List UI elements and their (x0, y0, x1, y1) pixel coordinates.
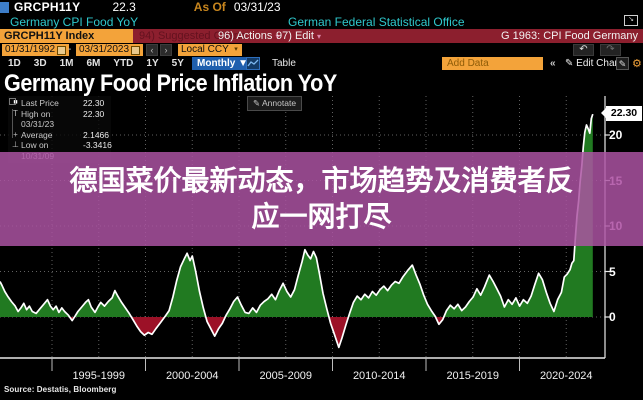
chart-type-icon[interactable] (246, 57, 260, 70)
ticker-input[interactable]: GRCPH11Y Index (0, 29, 133, 43)
legend-value: 22.30 (83, 108, 105, 119)
actions-label: 96) Actions (218, 30, 273, 42)
security-type-icon (0, 2, 9, 13)
add-data-input[interactable]: Add Data (442, 57, 543, 70)
as-of-label: As Of (193, 0, 226, 14)
table-button[interactable]: Table (272, 58, 296, 69)
legend-marker-icon: + (13, 129, 18, 139)
legend-marker-icon: T (13, 108, 18, 118)
chart-toolbar: 1D3D1M6MYTD1Y5YMax Monthly ▼ Table Add D… (0, 57, 643, 71)
redo-icon[interactable]: ↷ (600, 44, 621, 56)
legend-row: T High on 03/31/23 22.30 (10, 109, 108, 130)
collapse-panel-button[interactable]: « (550, 58, 556, 69)
y-axis-tick-label: 20 (609, 128, 623, 142)
range-button-5y[interactable]: 5Y (171, 58, 184, 69)
legend-value: 2.1466 (83, 129, 109, 140)
gear-icon[interactable]: ⚙ (632, 58, 642, 70)
launchpad-monitor-icon[interactable]: ↘ (624, 15, 638, 26)
start-date-value: 01/31/1992 (5, 44, 56, 55)
y-axis-tick-label: 0 (609, 310, 616, 324)
currency-value: Local CCY (181, 44, 229, 55)
legend-label: Last Price (21, 98, 59, 108)
range-button-group: 1D3D1M6MYTD1Y5YMax (8, 58, 216, 69)
frequency-select[interactable]: Monthly ▼ (192, 57, 254, 70)
as-of-date: 03/31/23 (233, 0, 281, 14)
range-button-6m[interactable]: 6M (86, 58, 101, 69)
shift-range-forward-button[interactable]: › (160, 44, 172, 56)
chart-id-label: G 1963: CPI Food Germany (501, 30, 638, 42)
suggested-charts-button[interactable]: 94) Suggested Charts (139, 30, 247, 42)
x-axis-tick-label: 2000-2004 (165, 370, 219, 382)
x-axis-tick-label: 2015-2019 (446, 370, 500, 382)
end-date-value: 03/31/2023 (79, 44, 130, 55)
legend-label: High on 03/31/23 (21, 108, 55, 130)
legend-collapse-icon[interactable] (9, 98, 16, 105)
actions-menu-button[interactable]: 96) Actions ▾ (218, 30, 280, 42)
legend-row: + Average 2.1466 (10, 129, 109, 141)
date-range-bar: 01/31/1992 - 03/31/2023 ‹ › Local CCY ▾ … (0, 44, 643, 57)
legend-value: -3.3416 (83, 140, 112, 150)
x-axis-tick-label: 1995-1999 (72, 370, 126, 382)
chevron-down-icon: ▾ (316, 32, 321, 41)
data-source-org: German Federal Statistical Office (288, 15, 465, 29)
calendar-icon[interactable] (131, 45, 141, 55)
security-description: Germany CPI Food YoY (10, 15, 139, 29)
range-button-1m[interactable]: 1M (59, 58, 74, 69)
headline-overlay: 德国菜价最新动态，市场趋势及消费者反 应一网打尽 (0, 152, 643, 246)
legend-marker-icon: ⊥ (12, 140, 19, 149)
chart-legend[interactable]: ■ Last Price 22.30 T High on 03/31/23 22.30 + A… (8, 96, 112, 163)
legend-value: 22.30 (83, 98, 105, 108)
start-date-input[interactable]: 01/31/1992 (2, 44, 69, 56)
range-button-1d[interactable]: 1D (8, 58, 21, 69)
x-axis-tick-label: 2020-2024 (539, 370, 593, 382)
last-price-tag: 22.30 (601, 106, 642, 121)
shift-range-back-button[interactable]: ‹ (146, 44, 158, 56)
chart-title: Germany Food Price Inflation YoY (4, 70, 337, 97)
edit-menu-button[interactable]: 97) Edit ▾ (276, 30, 321, 42)
legend-tree-line (12, 109, 13, 138)
headline-line-1: 德国菜价最新动态，市场趋势及消费者反 (69, 165, 574, 196)
range-button-3d[interactable]: 3D (33, 58, 47, 69)
range-button-ytd[interactable]: YTD (113, 58, 134, 69)
currency-dropdown-caret[interactable]: ▾ (230, 44, 242, 56)
x-axis-tick-label: 2005-2009 (259, 370, 313, 382)
security-header-row: GRCPH11Y 22.3 As Of 03/31/23 (0, 0, 643, 14)
y-axis-tick-label: 5 (609, 264, 616, 279)
edit-chart-button[interactable]: ✎ Edit Chart (565, 58, 621, 69)
calendar-icon[interactable] (57, 45, 67, 55)
date-separator: - (68, 44, 72, 55)
currency-select[interactable]: Local CCY (178, 44, 233, 56)
security-description-row: Germany CPI Food YoY German Federal Stat… (0, 14, 643, 29)
legend-label: Average (21, 129, 53, 140)
security-last-value: 22.3 (112, 0, 136, 14)
edit-label: 97) Edit (276, 30, 314, 42)
security-ticker: GRCPH11Y (14, 0, 81, 14)
range-button-1y[interactable]: 1Y (146, 58, 159, 69)
command-bar: GRCPH11Y Index 94) Suggested Charts 96) … (0, 29, 643, 43)
end-date-input[interactable]: 03/31/2023 (76, 44, 143, 56)
headline-line-2: 应一网打尽 (251, 201, 392, 232)
undo-icon[interactable]: ↶ (573, 44, 594, 56)
chart-settings-icon[interactable]: ✎ (616, 57, 629, 70)
chevron-down-icon: ▾ (275, 32, 280, 41)
annotate-button[interactable]: ✎ Annotate (247, 96, 303, 111)
legend-row: ■ Last Price 22.30 (10, 98, 108, 109)
source-credit: Source: Destatis, Bloomberg (4, 385, 117, 394)
x-axis-tick-label: 2010-2014 (352, 370, 406, 382)
